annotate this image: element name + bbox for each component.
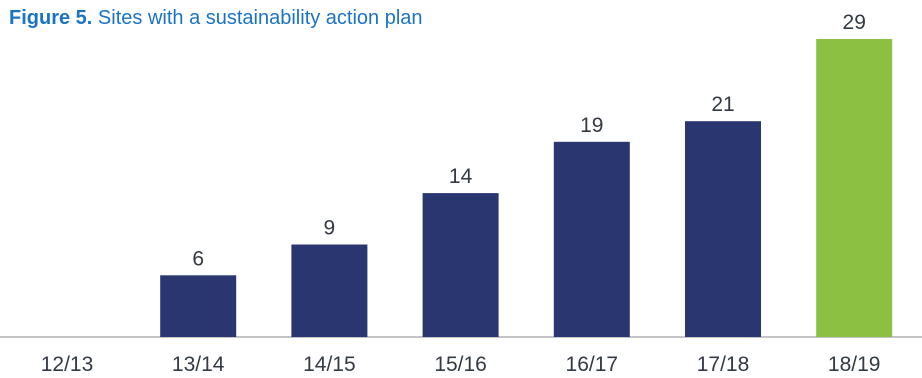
bar-18-19 xyxy=(816,39,893,337)
value-label-14-15: 9 xyxy=(324,217,336,240)
x-tick-label-18-19: 18/19 xyxy=(828,353,881,376)
value-label-15-16: 14 xyxy=(449,165,473,188)
value-label-18-19: 29 xyxy=(843,11,866,34)
x-tick-label-16-17: 16/17 xyxy=(566,353,619,376)
chart-title: Figure 5. Sites with a sustainability ac… xyxy=(9,6,423,30)
bar-14-15 xyxy=(291,244,368,337)
bar-16-17 xyxy=(553,141,630,337)
x-tick-label-14-15: 14/15 xyxy=(303,353,356,376)
bar-13-14 xyxy=(160,275,237,337)
x-tick-label-15-16: 15/16 xyxy=(434,353,487,376)
bar-15-16 xyxy=(422,193,499,337)
bar-17-18 xyxy=(685,121,761,337)
value-label-13-14: 6 xyxy=(192,247,204,270)
x-tick-label-13-14: 13/14 xyxy=(172,353,225,376)
figure-title-text: Sites with a sustainability action plan xyxy=(97,7,423,29)
figure-number: Figure 5. xyxy=(9,7,93,29)
x-tick-label-17-18: 17/18 xyxy=(697,353,750,376)
x-tick-label-12-13: 12/13 xyxy=(41,353,94,376)
value-label-16-17: 19 xyxy=(580,114,603,137)
value-label-17-18: 21 xyxy=(711,93,734,116)
